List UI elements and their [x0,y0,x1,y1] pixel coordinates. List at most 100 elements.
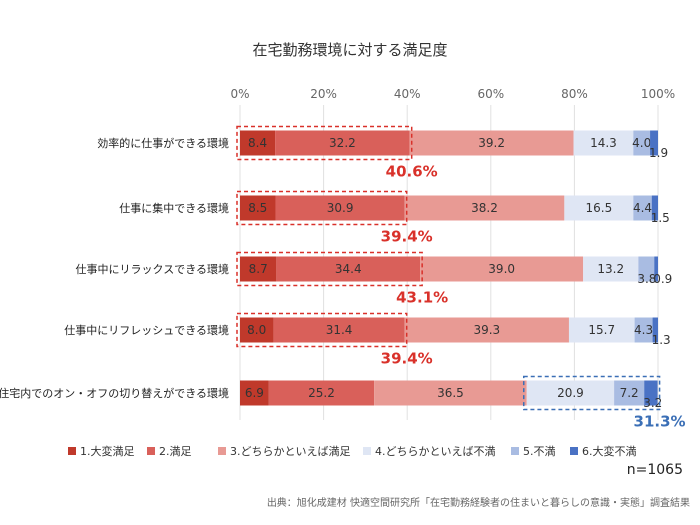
data-label: 13.2 [597,262,624,276]
annotation-label: 39.4% [381,228,433,246]
bar-segment [275,195,405,221]
legend-swatch [363,447,371,455]
bar-segment [652,317,658,343]
data-label: 14.3 [590,136,617,150]
bar-segment [275,130,410,156]
bar-segment [240,317,274,343]
bar-segment [240,195,276,221]
category-label: 仕事に集中できる環境 [119,201,229,215]
data-label: 32.2 [329,136,356,150]
legend-label: 2.満足 [159,445,192,458]
annotation-label: 39.4% [381,350,433,368]
data-label: 4.4 [633,201,652,215]
data-label: 4.3 [634,323,653,337]
x-tick-label: 60% [477,87,504,101]
data-label: 39.0 [488,262,515,276]
x-tick-label: 100% [641,87,675,101]
data-label: 15.7 [588,323,615,337]
bar-segment [240,256,277,282]
chart-title: 在宅勤務環境に対する満足度 [252,41,447,59]
data-label: 30.9 [327,201,354,215]
bar-segment [583,256,639,282]
category-labels: 効率的に仕事ができる環境仕事に集中できる環境仕事中にリラックスできる環境仕事中に… [0,136,229,400]
legend-swatch [511,447,519,455]
source-note: 出典：旭化成建材 快適空間研究所「在宅勤務経験者の住まいと暮らしの意識・実態」調… [267,496,690,509]
legend-label: 1.大変満足 [80,444,135,458]
data-label: 0.9 [653,272,672,286]
data-label: 25.2 [308,386,335,400]
legend-label: 6.大変不満 [582,444,637,458]
data-label: 8.4 [248,136,267,150]
annotation-label: 40.6% [386,163,438,181]
data-label: 34.4 [335,262,362,276]
bar-segment [634,317,653,343]
bar-segment [240,130,276,156]
bar-segment [276,256,421,282]
bar-segment [654,256,658,282]
category-label: 効率的に仕事ができる環境 [97,136,229,150]
data-label: 3.2 [643,396,662,410]
x-tick-label: 80% [561,87,588,101]
annotation-box [236,251,423,287]
data-label: 8.7 [249,262,268,276]
data-label: 8.0 [247,323,266,337]
bar-segment [409,130,574,156]
legend-swatch [570,447,578,455]
data-label: 20.9 [557,386,584,400]
bar-segment [240,380,269,406]
x-tick-labels: 0% 20% 40% 60% 80% 100% [230,87,675,101]
data-label: 36.5 [437,386,464,400]
annotation-label: 43.1% [396,289,448,307]
data-label: 6.9 [245,386,264,400]
data-label: 1.9 [649,146,668,160]
category-label: 仕事中にリフレッシュできる環境 [64,323,229,337]
bar-segment [420,256,584,282]
annotation-label: 31.3% [634,413,686,431]
bar-segment [633,195,652,221]
bar-segment [374,380,527,406]
bar-segment [650,130,658,156]
x-tick-label: 20% [310,87,337,101]
data-label: 38.2 [471,201,498,215]
legend-swatch [147,447,155,455]
category-label: 仕事中にリラックスできる環境 [76,262,229,276]
bars: 8.4 32.2 39.2 14.3 4.01.98.5 30.9 38.2 16.5 4.41… [240,130,672,410]
legend-label: 4.どちらかといえば不満 [375,445,496,458]
data-label: 8.5 [248,201,267,215]
bar-segment [404,195,565,221]
bar-segment [651,195,658,221]
data-label: 7.2 [620,386,639,400]
category-label: 住宅内でのオン・オフの切り替えができる環境 [0,386,229,400]
bar-segment [404,317,569,343]
bar-segment [633,130,651,156]
annotation-box [236,190,408,226]
x-tick-label: 40% [394,87,421,101]
x-tick-label: 0% [230,87,249,101]
sample-size: n=1065 [627,462,683,478]
legend: 1.大変満足 2.満足 3.どちらかといえば満足 4.どちらかといえば不満 5.不満 6.… [68,444,637,458]
bar-segment [526,380,615,406]
bar-segment [573,130,634,156]
legend-swatch [218,447,226,455]
annotation-box [236,125,413,161]
legend-swatch [68,447,76,455]
bar-segment [564,195,634,221]
data-label: 3.8 [637,272,656,286]
data-label: 31.4 [326,323,353,337]
bar-segment [644,380,658,406]
data-label: 1.5 [651,211,670,225]
bar-segment [638,256,655,282]
data-label: 4.0 [632,136,651,150]
bar-segment [268,380,375,406]
legend-label: 5.不満 [523,445,556,458]
data-label: 39.2 [478,136,505,150]
bar-segment [568,317,635,343]
annotation-box [236,312,408,348]
data-label: 16.5 [585,201,612,215]
bar-segment [614,380,645,406]
data-label: 39.3 [473,323,500,337]
legend-label: 3.どちらかといえば満足 [230,445,351,458]
bar-segment [273,317,405,343]
data-label: 1.3 [652,333,671,347]
